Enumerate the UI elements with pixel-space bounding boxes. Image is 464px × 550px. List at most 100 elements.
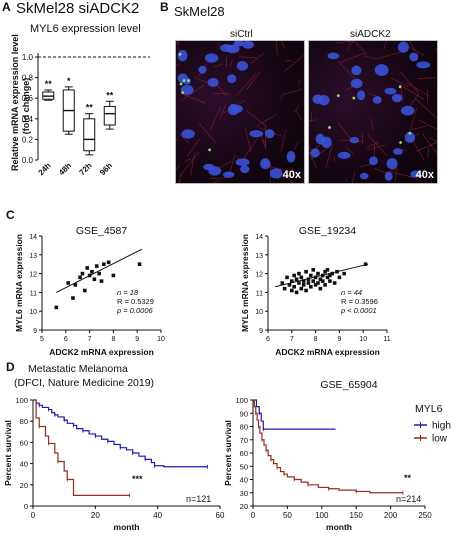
stat-r: R = 0.5329 bbox=[117, 297, 154, 306]
legend-label-high: high bbox=[432, 421, 451, 432]
x-tick-label: 6 bbox=[64, 336, 68, 343]
actin-filament bbox=[361, 132, 364, 144]
x-tick-label: 5 bbox=[40, 336, 44, 343]
cell-nucleus bbox=[359, 172, 369, 180]
green-puncta bbox=[352, 96, 356, 100]
scatter-point bbox=[99, 279, 104, 283]
x-axis-label: ADCK2 mRNA expression bbox=[275, 347, 380, 357]
actin-filament bbox=[421, 133, 437, 154]
scatter-point bbox=[290, 288, 294, 293]
stat-r: R = 0.3596 bbox=[341, 297, 378, 306]
micro-right-label: siADCK2 bbox=[350, 29, 391, 40]
actin-filament bbox=[399, 84, 425, 100]
scatter-point bbox=[292, 284, 296, 289]
scatter-point bbox=[316, 281, 320, 285]
sample-size: n=121 bbox=[186, 494, 211, 504]
actin-filament bbox=[336, 41, 359, 44]
micrograph-siadck2-image bbox=[309, 41, 437, 183]
x-tick-label: 200 bbox=[384, 511, 398, 520]
actin-filament bbox=[399, 71, 419, 93]
actin-filament bbox=[345, 41, 354, 52]
actin-filament bbox=[213, 63, 223, 68]
regression-line bbox=[275, 263, 369, 288]
green-puncta bbox=[408, 131, 412, 135]
scatter-point bbox=[342, 271, 346, 276]
y-tick-label: 14 bbox=[255, 234, 263, 241]
scatter-point bbox=[363, 262, 368, 266]
actin-filament bbox=[280, 92, 284, 101]
actin-filament bbox=[309, 152, 311, 155]
y-tick-label: 0.2 bbox=[22, 135, 34, 144]
actin-filament bbox=[293, 141, 299, 151]
actin-filament bbox=[250, 52, 265, 64]
x-tick-label: 100 bbox=[315, 511, 329, 520]
scatter-point bbox=[325, 268, 330, 272]
x-tick-label: 40 bbox=[153, 511, 162, 520]
scatter-point bbox=[309, 284, 313, 289]
green-puncta bbox=[398, 85, 402, 89]
actin-filament bbox=[338, 122, 351, 140]
actin-filament bbox=[310, 111, 312, 123]
x-tick-label: 0 bbox=[251, 511, 256, 520]
box-plot-mrna: 0.00.20.40.60.81.0**24h*48h**72h**96h bbox=[22, 53, 150, 177]
y-tick-label: 12 bbox=[29, 272, 37, 279]
actin-filament bbox=[180, 93, 206, 104]
actin-filament bbox=[298, 79, 301, 86]
stat-n: n = 18 bbox=[117, 288, 139, 297]
cell-nucleus bbox=[409, 52, 419, 62]
actin-filament bbox=[198, 122, 217, 144]
scatter-point bbox=[297, 281, 301, 285]
scatter-point bbox=[290, 279, 294, 283]
regression-line bbox=[56, 248, 143, 293]
y-tick-label: 40 bbox=[240, 476, 248, 485]
y-tick-label: 40 bbox=[20, 460, 28, 469]
y-tick-label: 10 bbox=[255, 309, 263, 316]
actin-filament bbox=[417, 77, 435, 79]
scatter-point bbox=[306, 281, 311, 285]
x-tick-label: 9 bbox=[337, 336, 341, 343]
scatter-point bbox=[106, 260, 111, 265]
panel-b-title: SkMel28 bbox=[174, 4, 225, 19]
cell-nucleus bbox=[265, 129, 275, 139]
actin-filament bbox=[179, 133, 190, 144]
scatter-point bbox=[311, 268, 316, 272]
cell-nucleus bbox=[393, 148, 403, 155]
stat-n: n = 44 bbox=[341, 288, 362, 297]
scatter-point bbox=[311, 279, 316, 283]
actin-filament bbox=[416, 141, 437, 152]
scatter-point bbox=[323, 269, 327, 274]
y-tick-label: 13 bbox=[29, 253, 37, 260]
actin-filament bbox=[279, 171, 295, 183]
actin-filament bbox=[262, 139, 266, 146]
green-puncta bbox=[179, 82, 183, 86]
cell-nucleus bbox=[350, 78, 363, 89]
actin-filament bbox=[180, 84, 205, 102]
scatter-point bbox=[92, 277, 97, 282]
cell-nucleus bbox=[260, 158, 271, 170]
scatter-point bbox=[332, 281, 337, 285]
x-axis-label: month bbox=[114, 522, 140, 532]
actin-filament bbox=[219, 104, 227, 119]
y-tick-label: 11 bbox=[256, 290, 263, 297]
y-tick-label: 20 bbox=[240, 502, 248, 511]
y-tick-label: 0 bbox=[24, 502, 28, 511]
cell-nucleus bbox=[384, 87, 397, 95]
y-tick-label: 100 bbox=[15, 396, 28, 405]
scatter-point bbox=[301, 279, 306, 283]
y-axis-label: MYL6 mRNA expression bbox=[240, 234, 250, 332]
actin-filament bbox=[293, 104, 300, 113]
x-tick-label: 50 bbox=[283, 511, 292, 520]
actin-filament bbox=[309, 119, 317, 122]
y-tick-label: 0.0 bbox=[22, 156, 34, 165]
actin-filament bbox=[256, 114, 278, 127]
actin-filament bbox=[377, 51, 402, 59]
green-puncta bbox=[328, 126, 331, 129]
scatter-point bbox=[282, 286, 287, 291]
scatter-point bbox=[97, 271, 101, 276]
cell-nucleus bbox=[225, 44, 240, 54]
actin-filament bbox=[186, 138, 200, 158]
significance-marker: ** bbox=[106, 90, 114, 100]
y-tick-label: 80 bbox=[20, 417, 28, 426]
actin-filament bbox=[431, 178, 433, 183]
